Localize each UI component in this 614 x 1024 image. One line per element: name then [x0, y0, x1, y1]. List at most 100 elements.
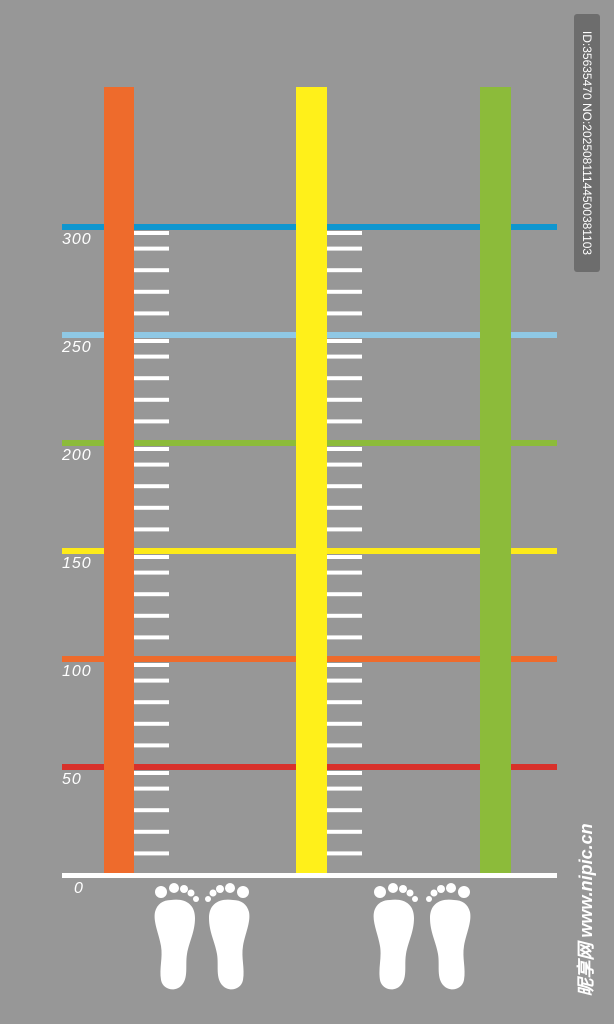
orange-column-tick — [134, 635, 169, 640]
toe — [180, 885, 188, 893]
yellow-column-tick — [327, 743, 362, 748]
left-footprints-right-foot — [205, 883, 250, 990]
yellow-column-tick — [327, 311, 362, 316]
baseline — [62, 873, 557, 878]
yellow-column-tick — [327, 771, 362, 775]
yellow-column-tick — [327, 484, 362, 489]
watermark-site-text: 昵享网 www.nipic.cn — [576, 823, 596, 997]
orange-column-tick — [134, 678, 169, 683]
toe — [216, 885, 224, 893]
sole — [209, 899, 250, 990]
yellow-column-tick — [327, 447, 362, 451]
orange-column-tick — [134, 527, 169, 532]
orange-column-tick — [134, 829, 169, 834]
yellow-column-tick — [327, 592, 362, 597]
orange-column-tick — [134, 376, 169, 381]
scale-label-250: 250 — [62, 339, 92, 356]
toe — [374, 886, 386, 898]
toe — [458, 886, 470, 898]
watermark-id-badge: ID:35635470 NO:20250811144500381103 — [574, 14, 600, 272]
orange-column-tick — [134, 743, 169, 748]
scale-label-100: 100 — [62, 663, 92, 680]
orange-column-tick — [134, 339, 169, 343]
scale-label-50: 50 — [62, 771, 82, 788]
toe — [155, 886, 167, 898]
toe — [406, 889, 414, 897]
orange-column-tick — [134, 354, 169, 359]
orange-column-tick — [134, 721, 169, 726]
yellow-column-tick — [327, 505, 362, 510]
orange-column-tick — [134, 268, 169, 273]
orange-column-tick — [134, 397, 169, 402]
toe — [209, 889, 217, 897]
orange-column — [104, 87, 134, 873]
orange-column-tick — [134, 592, 169, 597]
toe — [426, 896, 432, 902]
orange-column-tick — [134, 570, 169, 575]
toe — [193, 896, 199, 902]
yellow-column — [296, 87, 327, 873]
yellow-column-tick — [327, 678, 362, 683]
orange-column-tick — [134, 289, 169, 294]
watermark-id-text: ID:35635470 NO:20250811144500381103 — [580, 30, 594, 256]
orange-column-tick — [134, 505, 169, 510]
yellow-column-tick — [327, 268, 362, 273]
yellow-column-tick — [327, 570, 362, 575]
orange-column-tick — [134, 771, 169, 775]
toe — [205, 896, 211, 902]
yellow-column-tick — [327, 613, 362, 618]
orange-column-tick — [134, 462, 169, 467]
sole — [430, 899, 471, 990]
yellow-column-tick — [327, 354, 362, 359]
watermark-site: 昵享网 www.nipic.cn — [560, 800, 610, 1020]
orange-column-tick — [134, 700, 169, 705]
yellow-column-tick — [327, 462, 362, 467]
scale-label-150: 150 — [62, 555, 92, 572]
orange-column-tick — [134, 447, 169, 451]
green-column — [480, 87, 511, 873]
orange-column-tick — [134, 419, 169, 424]
toe — [399, 885, 407, 893]
yellow-column-tick — [327, 635, 362, 640]
toe — [412, 896, 418, 902]
yellow-column-tick — [327, 721, 362, 726]
orange-column-tick — [134, 231, 169, 235]
yellow-column-tick — [327, 419, 362, 424]
orange-column-tick — [134, 246, 169, 251]
yellow-column-tick — [327, 808, 362, 813]
scale-label-300: 300 — [62, 231, 92, 248]
right-footprints-right-foot — [426, 883, 471, 990]
toe — [388, 883, 398, 893]
right-footprints-left-foot — [373, 883, 418, 990]
toe — [430, 889, 438, 897]
yellow-column-tick — [327, 700, 362, 705]
toe — [169, 883, 179, 893]
orange-column-tick — [134, 851, 169, 856]
yellow-column-tick — [327, 829, 362, 834]
toe — [225, 883, 235, 893]
scale-label-200: 200 — [62, 447, 92, 464]
toe — [187, 889, 195, 897]
orange-column-tick — [134, 484, 169, 489]
yellow-column-tick — [327, 289, 362, 294]
yellow-column-tick — [327, 376, 362, 381]
yellow-column-tick — [327, 246, 362, 251]
yellow-column-tick — [327, 527, 362, 532]
orange-column-tick — [134, 663, 169, 667]
yellow-column-tick — [327, 339, 362, 343]
yellow-column-tick — [327, 851, 362, 856]
orange-column-tick — [134, 613, 169, 618]
yellow-column-tick — [327, 397, 362, 402]
sole — [154, 899, 195, 990]
sole — [373, 899, 414, 990]
toe — [446, 883, 456, 893]
orange-column-tick — [134, 311, 169, 316]
yellow-column-tick — [327, 231, 362, 235]
scale-label-0: 0 — [74, 880, 84, 897]
orange-column-tick — [134, 808, 169, 813]
yellow-column-tick — [327, 555, 362, 559]
yellow-column-tick — [327, 663, 362, 667]
toe — [237, 886, 249, 898]
left-footprints-left-foot — [154, 883, 199, 990]
